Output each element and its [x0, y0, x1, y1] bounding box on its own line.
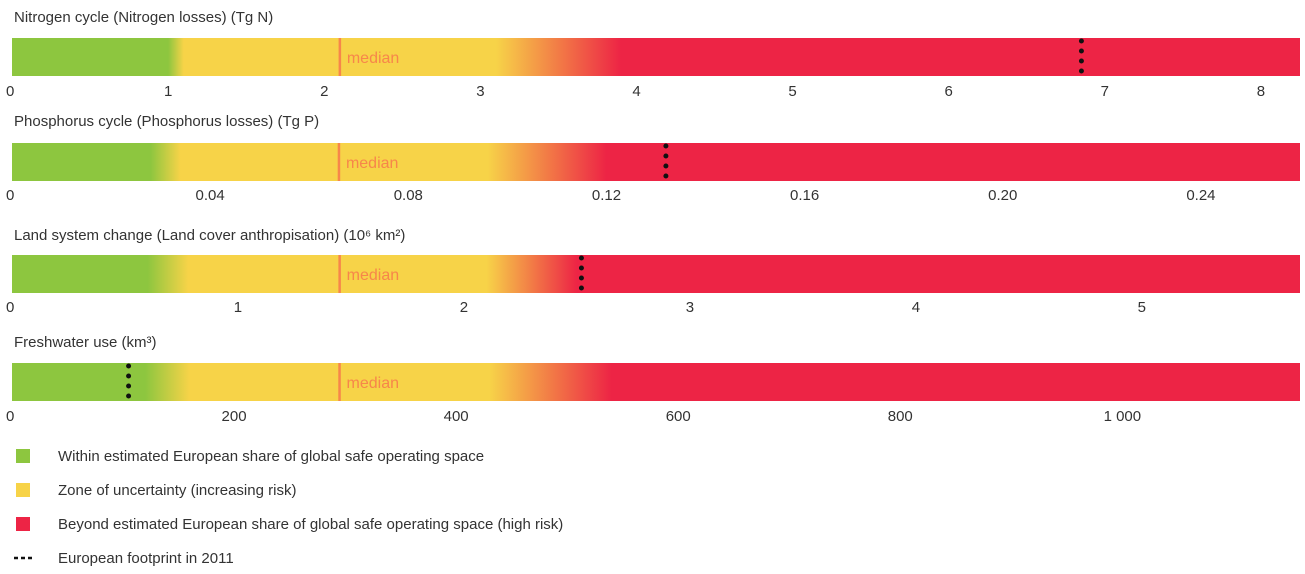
legend-label: Zone of uncertainty (increasing risk)	[58, 482, 296, 499]
tick-label: 0	[6, 408, 14, 425]
tick-label: 1	[234, 299, 242, 316]
median-line	[338, 38, 342, 76]
boundary-panel: Freshwater use (km³) median 0 200 400 600 800 1…	[6, 334, 1300, 425]
panel-title: Nitrogen cycle (Nitrogen losses) (Tg N)	[14, 9, 273, 26]
legend-swatch	[16, 449, 30, 463]
legend: Within estimated European share of globa…	[14, 448, 563, 567]
legend-label: European footprint in 2011	[58, 550, 234, 567]
tick-label: 4	[632, 83, 640, 100]
tick-label: 5	[1138, 299, 1146, 316]
tick-label: 0	[6, 187, 14, 204]
tick-label: 400	[444, 408, 469, 425]
boundary-panel: Nitrogen cycle (Nitrogen losses) (Tg N) m…	[6, 9, 1300, 100]
tick-label: 2	[320, 83, 328, 100]
boundary-panel: Land system change (Land cover anthropis…	[6, 227, 1300, 316]
legend-item: Beyond estimated European share of globa…	[16, 516, 563, 533]
tick-label: 600	[666, 408, 691, 425]
tick-label: 0.24	[1186, 187, 1215, 204]
median-label: median	[347, 50, 399, 67]
median-line	[338, 255, 341, 293]
legend-label: Within estimated European share of globa…	[58, 448, 484, 465]
panel-title: Freshwater use (km³)	[14, 334, 157, 351]
median-label: median	[347, 267, 399, 284]
tick-label: 0	[6, 299, 14, 316]
tick-label: 7	[1101, 83, 1109, 100]
median-line	[337, 143, 341, 181]
boundary-panel: Phosphorus cycle (Phosphorus losses) (Tg…	[6, 113, 1300, 204]
tick-label: 0.20	[988, 187, 1017, 204]
legend-swatch	[16, 483, 30, 497]
median-label: median	[347, 375, 399, 392]
tick-label: 1	[164, 83, 172, 100]
zone-bar	[12, 363, 1300, 401]
tick-label: 0.04	[196, 187, 225, 204]
legend-item: European footprint in 2011	[14, 550, 234, 567]
tick-label: 4	[912, 299, 920, 316]
legend-label: Beyond estimated European share of globa…	[58, 516, 563, 533]
tick-label: 800	[888, 408, 913, 425]
tick-label: 3	[476, 83, 484, 100]
legend-item: Within estimated European share of globa…	[16, 448, 484, 465]
tick-label: 0.16	[790, 187, 819, 204]
tick-label: 0	[6, 83, 14, 100]
tick-label: 6	[945, 83, 953, 100]
tick-label: 200	[222, 408, 247, 425]
legend-item: Zone of uncertainty (increasing risk)	[16, 482, 296, 499]
zone-bar	[12, 143, 1300, 181]
median-label: median	[346, 155, 398, 172]
zone-bar	[12, 255, 1300, 293]
legend-swatch	[16, 517, 30, 531]
tick-label: 2	[460, 299, 468, 316]
panel-title: Land system change (Land cover anthropis…	[14, 227, 405, 244]
panel-title: Phosphorus cycle (Phosphorus losses) (Tg…	[14, 113, 319, 130]
median-line	[338, 363, 341, 401]
tick-label: 5	[788, 83, 796, 100]
tick-label: 0.08	[394, 187, 423, 204]
tick-label: 0.12	[592, 187, 621, 204]
tick-label: 8	[1257, 83, 1265, 100]
tick-label: 1 000	[1104, 408, 1142, 425]
tick-label: 3	[686, 299, 694, 316]
zone-bar	[12, 38, 1300, 76]
